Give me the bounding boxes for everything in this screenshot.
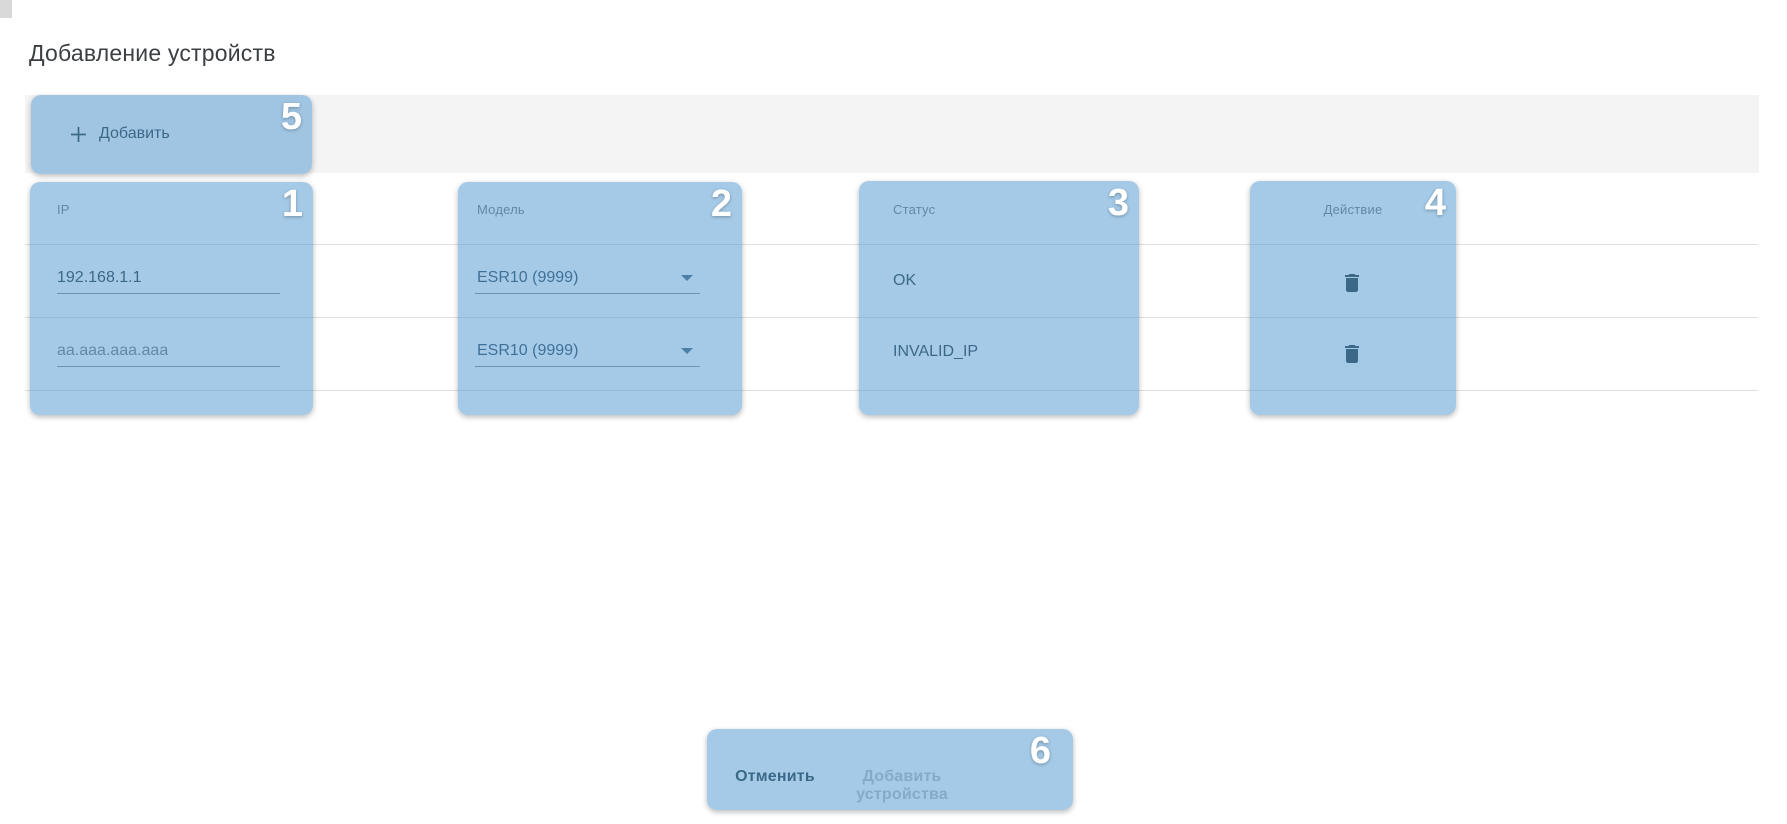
annotation-box-1: 1: [30, 182, 313, 415]
annotation-badge-5: 5: [280, 96, 302, 138]
annotation-badge-2: 2: [710, 183, 732, 225]
annotation-box-5: 5: [31, 95, 312, 174]
annotation-badge-4: 4: [1424, 182, 1446, 224]
annotation-box-6: 6: [707, 729, 1073, 810]
page-title: Добавление устройств: [29, 40, 276, 66]
annotation-box-4: 4: [1250, 181, 1456, 415]
annotation-badge-1: 1: [281, 183, 303, 225]
annotation-badge-6: 6: [1029, 730, 1051, 772]
annotation-badge-3: 3: [1107, 182, 1129, 224]
annotation-box-2: 2: [458, 182, 742, 415]
window-corner: [0, 0, 12, 18]
annotation-box-3: 3: [859, 181, 1139, 415]
